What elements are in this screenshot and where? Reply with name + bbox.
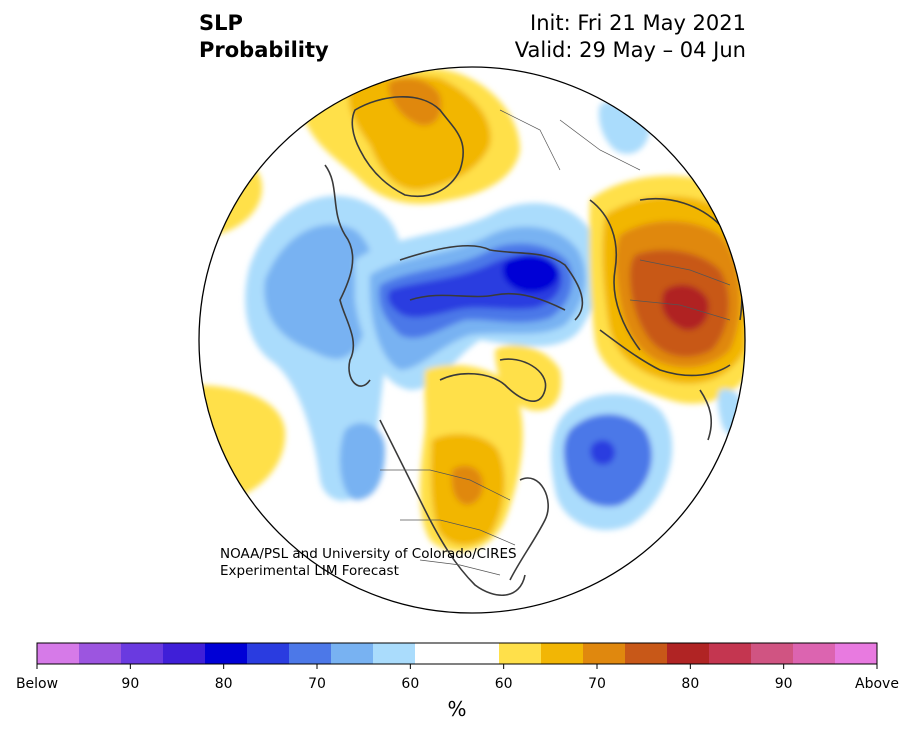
anomaly-region: [348, 75, 491, 191]
colorbar: Below 90 80 70 60 60 70 80 90 Above %: [16, 642, 899, 721]
colorbar-cell: [373, 643, 416, 664]
colorbar-cell: [163, 643, 206, 664]
colorbar-cell: [793, 643, 836, 664]
colorbar-frame: [36, 642, 878, 665]
colorbar-ticks: [36, 664, 878, 669]
colorbar-cell: [499, 643, 542, 664]
borders: [380, 109, 731, 576]
colorbar-cell: [751, 643, 794, 664]
colorbar-tick-label: 70: [588, 676, 606, 692]
credit-line-2: Experimental LIM Forecast: [220, 563, 399, 579]
colorbar-tick-label: 60: [401, 676, 419, 692]
title-product: Probability: [199, 38, 329, 62]
colorbar-cell: [709, 643, 752, 664]
colorbar-cell: [583, 643, 626, 664]
anomaly-region: [590, 440, 615, 465]
colorbar-tick-label: 60: [495, 676, 513, 692]
globe-outline: [198, 66, 746, 614]
colorbar-tick-label: Below: [16, 676, 58, 692]
colorbar-cell: [625, 643, 668, 664]
init-date: Init: Fri 21 May 2021: [530, 11, 746, 35]
colorbar-cell: [331, 643, 374, 664]
colorbar-tick-label: 70: [308, 676, 326, 692]
colorbar-cell: [667, 643, 710, 664]
anomaly-region: [661, 284, 709, 331]
colorbar-tick-label: 80: [215, 676, 233, 692]
anomaly-region: [339, 422, 385, 500]
anomaly-region: [502, 254, 559, 293]
colorbar-cell: [37, 643, 80, 664]
valid-dates: Valid: 29 May – 04 Jun: [514, 38, 746, 62]
colorbar-labels: Below 90 80 70 60 60 70 80 90 Above: [16, 676, 899, 692]
title-block: SLP Probability: [199, 10, 329, 64]
colorbar-cell: [79, 643, 122, 664]
colorbar-cell: [121, 643, 164, 664]
anomaly-region: [264, 224, 375, 359]
colorbar-cell: [541, 643, 584, 664]
colorbar-cell: [457, 643, 500, 664]
colorbar-cell: [289, 643, 332, 664]
colorbar-tick-label: 80: [681, 676, 699, 692]
anomaly-region: [388, 78, 442, 126]
colorbar-cell: [205, 643, 248, 664]
colorbar-tick-label: Above: [855, 676, 899, 692]
colorbar-cell: [835, 643, 878, 664]
colorbar-cells: [37, 643, 878, 664]
credit-block: NOAA/PSL and University of Colorado/CIRE…: [220, 546, 517, 580]
polar-map: [198, 66, 746, 614]
anomaly-region: [451, 465, 484, 505]
colorbar-tick-label: 90: [775, 676, 793, 692]
colorbar-unit: %: [447, 697, 466, 721]
credit-line-1: NOAA/PSL and University of Colorado/CIRE…: [220, 546, 517, 562]
colorbar-tick-label: 90: [121, 676, 139, 692]
title-variable: SLP: [199, 11, 243, 35]
colorbar-cell: [247, 643, 290, 664]
date-block: Init: Fri 21 May 2021 Valid: 29 May – 04…: [430, 10, 746, 64]
colorbar-cell: [415, 643, 458, 664]
